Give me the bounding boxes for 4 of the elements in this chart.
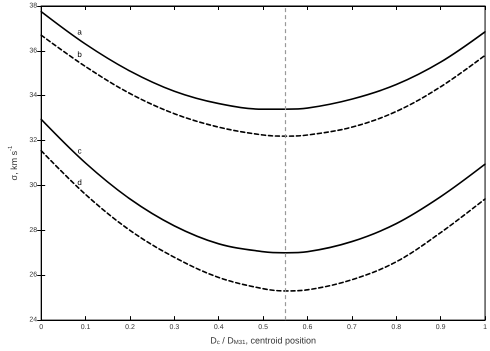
series-label: c [78,146,82,156]
series-label: d [77,178,82,187]
series-label: b [77,50,82,60]
series-label: a [77,28,82,37]
